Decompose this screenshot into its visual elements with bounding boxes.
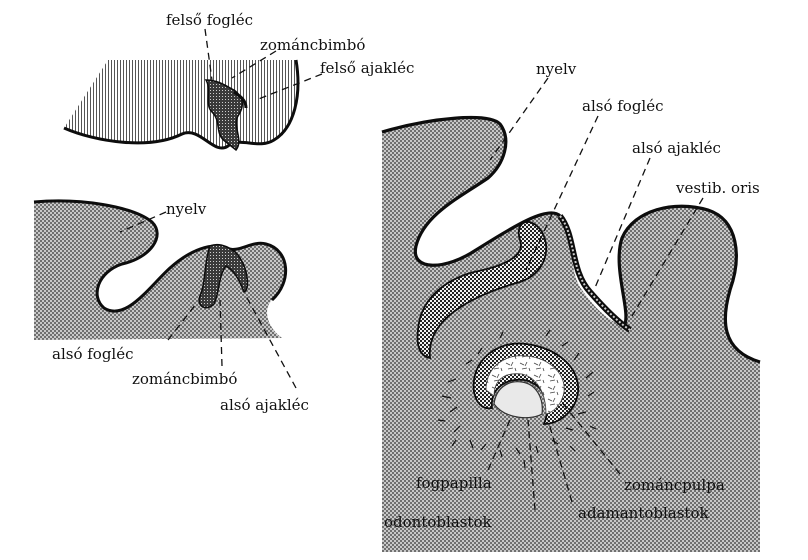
tongue-outline	[381, 116, 562, 267]
labels: felső fogléc zománcbimbó felső ajakléc n…	[52, 11, 760, 531]
label-also-foglec-left: alsó fogléc	[52, 345, 134, 363]
label-fogpapilla: fogpapilla	[416, 474, 492, 492]
label-zomancbimbo-lower: zománcbimbó	[132, 370, 237, 388]
upper-lip-lamina	[233, 90, 248, 109]
lower-jaw-outline	[33, 199, 287, 313]
label-also-ajaklec-right: alsó ajakléc	[632, 139, 721, 157]
lip-outline	[617, 204, 761, 364]
label-nyelv-left: nyelv	[166, 200, 207, 218]
label-also-ajaklec-left: alsó ajakléc	[220, 396, 309, 414]
label-zomancbimbo-upper: zománcbimbó	[260, 36, 365, 54]
lower-dental-lamina	[198, 244, 249, 309]
upper-jaw-panel	[63, 59, 300, 152]
label-adamantoblastok: adamantoblastok	[578, 504, 709, 522]
mesenchyme-dashes	[437, 329, 597, 469]
label-nyelv-right: nyelv	[536, 60, 577, 78]
label-felso-ajaklec: felső ajakléc	[320, 59, 414, 77]
label-vestib-oris: vestib. oris	[675, 179, 760, 197]
lower-jaw-tissue	[34, 200, 286, 340]
right-jaw-panel	[381, 116, 761, 552]
enamel-pulp	[485, 355, 565, 415]
upper-dental-lamina	[204, 79, 244, 152]
upper-jaw-tissue	[64, 60, 298, 149]
label-also-foglec-right: alsó fogléc	[582, 97, 664, 115]
label-zomancpulpa: zománcpulpa	[624, 476, 725, 494]
right-jaw-tissue	[382, 117, 760, 552]
label-felso-foglec: felső fogléc	[166, 11, 253, 29]
upper-jaw-outline	[63, 59, 300, 150]
lower-jaw-panel	[33, 199, 287, 340]
dental-lamina-right	[416, 220, 547, 360]
vestibular-lamina-inner	[559, 215, 631, 331]
label-odontoblastok: odontoblastok	[384, 513, 492, 531]
leader-lines	[119, 28, 704, 511]
dental-papilla	[493, 381, 543, 419]
